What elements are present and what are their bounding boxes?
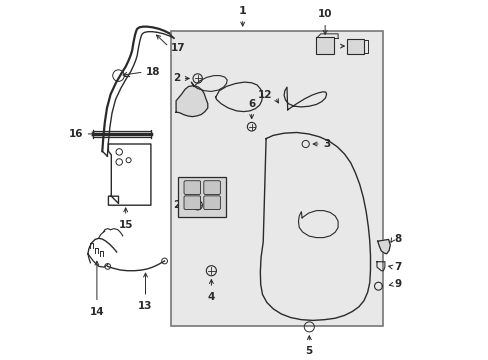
FancyBboxPatch shape: [170, 31, 382, 326]
Text: 8: 8: [393, 234, 401, 244]
Text: 7: 7: [393, 262, 401, 272]
FancyBboxPatch shape: [183, 181, 200, 194]
Text: 18: 18: [145, 67, 160, 77]
FancyBboxPatch shape: [315, 37, 334, 54]
FancyBboxPatch shape: [178, 177, 226, 217]
Text: 15: 15: [118, 220, 133, 230]
Text: 1: 1: [238, 6, 246, 16]
Text: 10: 10: [317, 9, 332, 19]
Text: 12: 12: [258, 90, 272, 100]
Text: 16: 16: [69, 129, 83, 139]
Text: 17: 17: [170, 42, 185, 53]
Text: 11: 11: [322, 41, 336, 51]
Polygon shape: [377, 239, 389, 254]
Text: 2: 2: [173, 200, 180, 210]
Text: 4: 4: [207, 292, 215, 302]
FancyBboxPatch shape: [203, 181, 220, 194]
Text: 2: 2: [173, 73, 180, 84]
Polygon shape: [176, 86, 207, 117]
Text: 5: 5: [305, 346, 312, 356]
FancyBboxPatch shape: [183, 196, 200, 210]
Text: 6: 6: [247, 99, 255, 109]
Text: 9: 9: [393, 279, 401, 289]
FancyBboxPatch shape: [347, 39, 363, 54]
Text: 3: 3: [322, 139, 329, 149]
Text: 14: 14: [89, 307, 104, 317]
FancyBboxPatch shape: [203, 196, 220, 210]
Text: 13: 13: [138, 301, 152, 311]
